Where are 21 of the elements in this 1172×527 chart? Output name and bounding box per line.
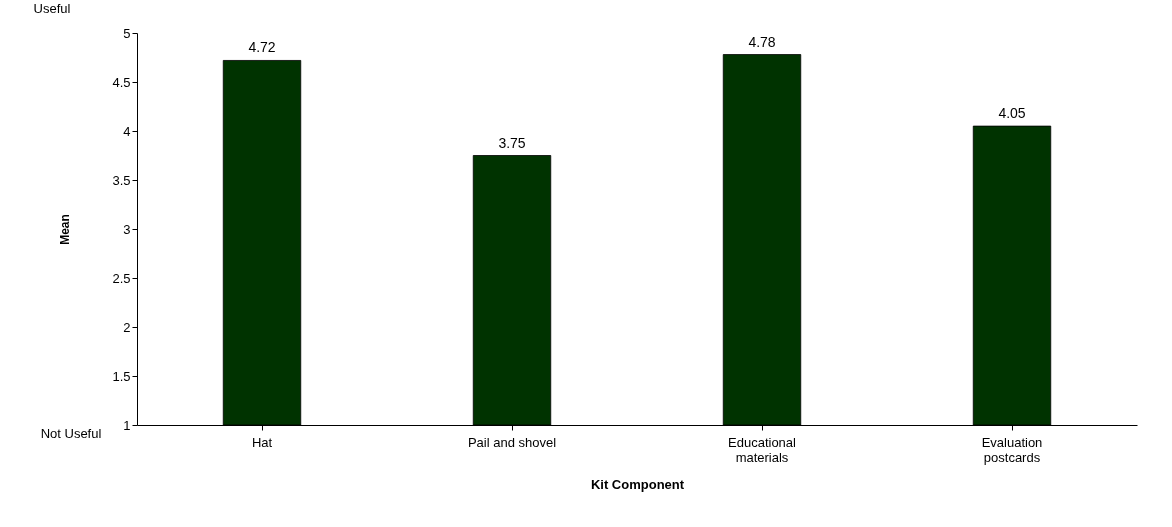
y-tick-label: 4.5: [112, 74, 131, 90]
data-label: 4.72: [248, 39, 276, 56]
data-label: 4.78: [748, 33, 776, 50]
y-tick-label: 1.5: [112, 368, 131, 384]
y-tick-label: 3: [123, 221, 131, 237]
data-label: 3.75: [498, 134, 526, 151]
x-tick-label: Pail and shovel: [467, 434, 557, 450]
y-tick-label: 4: [123, 123, 131, 139]
data-label: 4.05: [998, 105, 1026, 122]
x-tick-label: Evaluation postcards: [981, 434, 1043, 465]
y-tick-label: 1: [123, 417, 131, 433]
x-axis-title: Kit Component: [590, 476, 685, 492]
text: Not Useful: [40, 426, 102, 441]
text: Useful: [33, 1, 71, 16]
y-tick-label: 5: [123, 25, 131, 41]
x-tick-label: Educational materials: [728, 434, 797, 465]
y-tick-label: 3.5: [112, 172, 131, 188]
y-tick-label: 2: [123, 319, 131, 335]
x-tick-label: Hat: [251, 434, 273, 450]
y-tick-label: 2.5: [112, 270, 131, 286]
y-axis-title: Mean: [58, 214, 73, 245]
